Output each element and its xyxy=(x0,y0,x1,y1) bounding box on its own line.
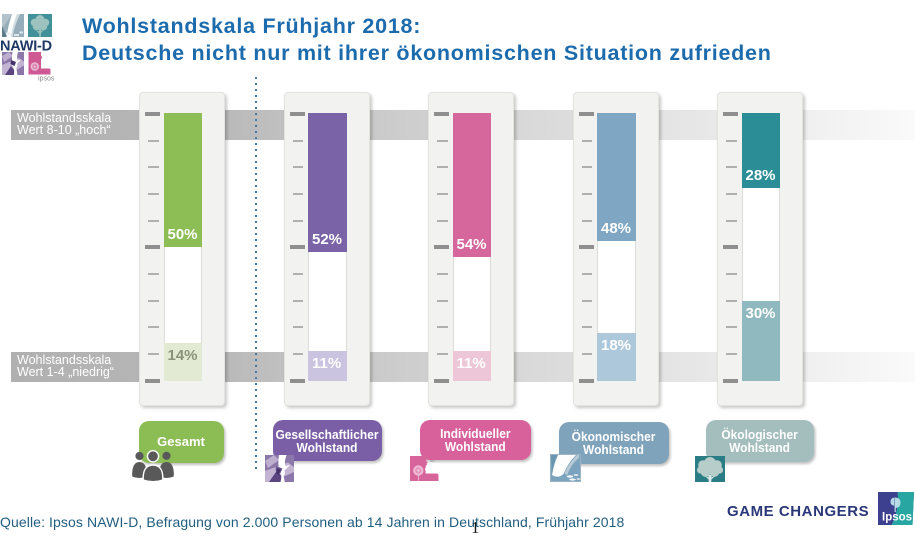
svg-text:Ipsos: Ipsos xyxy=(882,512,912,524)
svg-text:NAWI-D: NAWI-D xyxy=(0,39,52,55)
svg-text:ipsos: ipsos xyxy=(38,76,55,83)
